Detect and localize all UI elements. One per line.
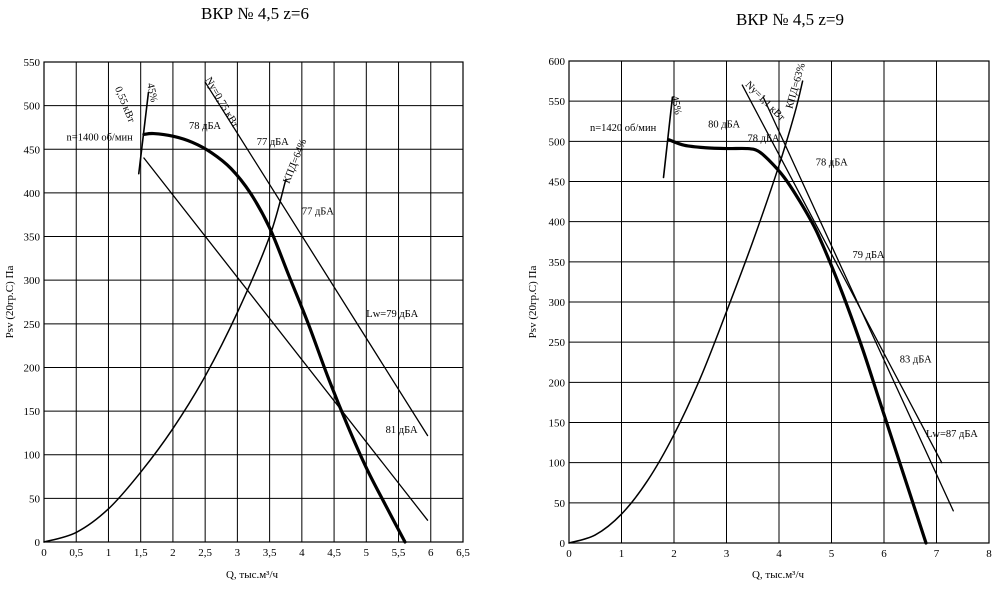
y-tick-label: 300 xyxy=(549,297,566,309)
curves xyxy=(568,80,954,545)
annotation-label: 0,55 кВт xyxy=(112,85,136,124)
x-tick-label: 3 xyxy=(235,547,241,559)
pressure-curve xyxy=(667,138,928,545)
x-tick-label: 2 xyxy=(170,547,176,559)
grid xyxy=(43,61,464,543)
x-tick-label: 6 xyxy=(428,547,434,559)
y-tick-label: 150 xyxy=(24,406,41,418)
y-tick-label: 50 xyxy=(29,493,41,505)
pointer-curve xyxy=(662,96,674,179)
x-tick-label: 3 xyxy=(724,548,730,560)
x-tick-label: 5 xyxy=(364,547,370,559)
y-tick-labels: 0 50 100 150 200 250 300 350 400 450 500 550 xyxy=(24,57,41,549)
chart-title: ВКР № 4,5 z=9 xyxy=(736,10,844,29)
y-tick-label: 350 xyxy=(549,257,566,269)
y-tick-label: 450 xyxy=(549,177,566,189)
y-tick-label: 600 xyxy=(549,56,566,68)
x-axis-label: Q, тыс.м³/ч xyxy=(752,569,805,581)
x-tick-label: 0 xyxy=(566,548,572,560)
y-tick-label: 550 xyxy=(549,96,566,108)
annotation-label: n=1420 об/мин xyxy=(590,123,657,134)
y-tick-label: 100 xyxy=(549,458,566,470)
y-tick-label: 400 xyxy=(549,217,566,229)
x-tick-label: 3,5 xyxy=(263,547,277,559)
x-tick-label: 1 xyxy=(106,547,112,559)
annotation-label: Lw=87 дБА xyxy=(926,429,978,440)
y-tick-label: 500 xyxy=(549,136,566,148)
y-tick-label: 200 xyxy=(549,377,566,389)
y-tick-label: 250 xyxy=(549,337,566,349)
annotation-label: 80 дБА xyxy=(708,120,740,131)
efficiency-curve xyxy=(568,80,804,544)
x-tick-label: 6 xyxy=(881,548,887,560)
x-tick-label: 4 xyxy=(776,548,782,560)
power-curve xyxy=(204,81,429,437)
y-tick-label: 450 xyxy=(24,144,41,156)
plot-frame xyxy=(43,61,464,543)
annotation-label: КПД=63% xyxy=(784,62,808,110)
x-tick-label: 8 xyxy=(986,548,992,560)
power-curve xyxy=(741,84,943,464)
y-tick-label: 100 xyxy=(24,450,41,462)
x-tick-label: 2 xyxy=(671,548,677,560)
annotation-label: 45% xyxy=(668,95,683,116)
efficiency-curve xyxy=(43,179,287,543)
y-axis-label: Psv (20гр.С) Па xyxy=(527,266,539,339)
curves xyxy=(43,81,429,544)
x-tick-label: 4 xyxy=(299,547,305,559)
annotation-label: Lw=79 дБА xyxy=(366,309,418,320)
grid xyxy=(568,60,990,544)
x-tick-label: 1,5 xyxy=(134,547,148,559)
y-tick-label: 0 xyxy=(35,537,41,549)
y-tick-label: 550 xyxy=(24,57,41,69)
x-tick-label: 4,5 xyxy=(327,547,341,559)
x-tick-label: 6,5 xyxy=(456,547,470,559)
x-tick-label: 7 xyxy=(934,548,940,560)
y-tick-label: 500 xyxy=(24,101,41,113)
annotation-label: 78 дБА xyxy=(816,157,848,168)
pointer-curve xyxy=(137,91,150,175)
chart-title: ВКР № 4,5 z=6 xyxy=(201,4,309,23)
annotation-label: 83 дБА xyxy=(900,354,932,365)
annotation-label: 45% xyxy=(144,82,159,103)
chart-right: ВКР № 4,5 z=9 Q, тыс.м³/ч Psv (20гр.С) П… xyxy=(527,10,992,581)
x-tick-label: 0,5 xyxy=(69,547,83,559)
y-tick-label: 50 xyxy=(554,498,566,510)
line-curve xyxy=(143,157,429,521)
pressure-curve xyxy=(142,131,407,544)
y-tick-label: 350 xyxy=(24,232,41,244)
plot-frame xyxy=(568,60,990,544)
annotation-label: 81 дБА xyxy=(386,425,418,436)
x-tick-label: 5 xyxy=(829,548,835,560)
annotation-label: n=1400 об/мин xyxy=(67,133,134,144)
annotation-label: 77 дБА xyxy=(257,137,289,148)
y-tick-label: 150 xyxy=(549,418,566,430)
annotation-label: 77 дБА xyxy=(302,207,334,218)
x-tick-labels: 0 0,5 1 1,5 2 2,5 3 3,5 4 4,5 5 5,5 6 6,5 xyxy=(41,547,470,559)
y-axis-label: Psv (20гр.С) Па xyxy=(4,266,16,339)
chart-left: ВКР № 4,5 z=6 Q, тыс.м³/ч Psv (20гр.С) П… xyxy=(4,4,470,581)
annotation-label: 78 дБА xyxy=(748,133,780,144)
y-tick-label: 0 xyxy=(560,538,566,550)
x-tick-label: 1 xyxy=(619,548,625,560)
x-tick-label: 2,5 xyxy=(198,547,212,559)
annotation-label: 79 дБА xyxy=(853,250,885,261)
y-tick-label: 400 xyxy=(24,188,41,200)
x-tick-label: 0 xyxy=(41,547,47,559)
x-axis-label: Q, тыс.м³/ч xyxy=(226,569,279,581)
y-tick-label: 200 xyxy=(24,362,41,374)
x-tick-label: 5,5 xyxy=(392,547,406,559)
x-tick-labels: 0 1 2 3 4 5 6 7 8 xyxy=(566,548,992,560)
annotation-label: 78 дБА xyxy=(189,121,221,132)
y-tick-label: 250 xyxy=(24,319,41,331)
y-tick-label: 300 xyxy=(24,275,41,287)
y-tick-labels: 0 50 100 150 200 250 300 350 400 450 500 550 600 xyxy=(549,56,566,550)
